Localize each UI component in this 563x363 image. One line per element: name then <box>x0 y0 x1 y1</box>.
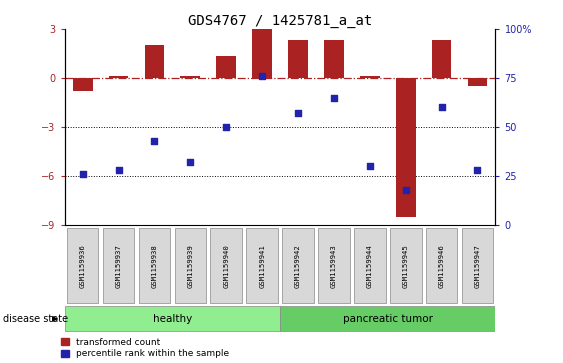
Text: healthy: healthy <box>153 314 192 323</box>
Bar <box>247 228 278 303</box>
Point <box>437 105 446 110</box>
Bar <box>288 40 308 78</box>
Point <box>401 187 410 193</box>
Point <box>293 110 302 116</box>
Bar <box>360 76 379 78</box>
Title: GDS4767 / 1425781_a_at: GDS4767 / 1425781_a_at <box>188 14 372 28</box>
Bar <box>73 78 92 91</box>
Text: GSM1159945: GSM1159945 <box>403 244 409 288</box>
Bar <box>109 76 128 78</box>
Text: GSM1159947: GSM1159947 <box>475 244 480 288</box>
Bar <box>211 228 242 303</box>
Bar <box>432 40 452 78</box>
Bar <box>252 29 272 78</box>
Bar <box>280 306 495 331</box>
Bar <box>462 228 493 303</box>
Bar <box>390 228 422 303</box>
Bar <box>181 76 200 78</box>
Text: GSM1159944: GSM1159944 <box>367 244 373 288</box>
Bar <box>145 45 164 78</box>
Bar <box>216 56 236 78</box>
Bar <box>103 228 135 303</box>
Bar <box>354 228 386 303</box>
Bar <box>324 40 344 78</box>
Text: GSM1159939: GSM1159939 <box>187 244 193 288</box>
Point <box>114 167 123 173</box>
Bar <box>138 228 170 303</box>
Text: disease state: disease state <box>3 314 68 324</box>
Text: ▶: ▶ <box>52 314 59 323</box>
Point <box>186 159 195 165</box>
Point <box>365 163 374 169</box>
Text: pancreatic tumor: pancreatic tumor <box>343 314 433 323</box>
Point <box>329 95 338 101</box>
Bar <box>318 228 350 303</box>
Text: GSM1159937: GSM1159937 <box>115 244 122 288</box>
Legend: transformed count, percentile rank within the sample: transformed count, percentile rank withi… <box>61 338 229 359</box>
Bar <box>426 228 457 303</box>
Bar <box>396 78 415 217</box>
Point <box>222 124 231 130</box>
Bar <box>468 78 488 86</box>
Point <box>150 138 159 144</box>
Bar <box>67 228 99 303</box>
Text: GSM1159942: GSM1159942 <box>295 244 301 288</box>
Text: GSM1159943: GSM1159943 <box>331 244 337 288</box>
Text: GSM1159940: GSM1159940 <box>224 244 229 288</box>
Text: GSM1159946: GSM1159946 <box>439 244 445 288</box>
Text: GSM1159938: GSM1159938 <box>151 244 158 288</box>
Bar <box>65 306 280 331</box>
Point <box>473 167 482 173</box>
Point <box>258 73 267 79</box>
Bar <box>175 228 206 303</box>
Bar <box>282 228 314 303</box>
Text: GSM1159936: GSM1159936 <box>80 244 86 288</box>
Text: GSM1159941: GSM1159941 <box>259 244 265 288</box>
Point <box>78 171 87 177</box>
